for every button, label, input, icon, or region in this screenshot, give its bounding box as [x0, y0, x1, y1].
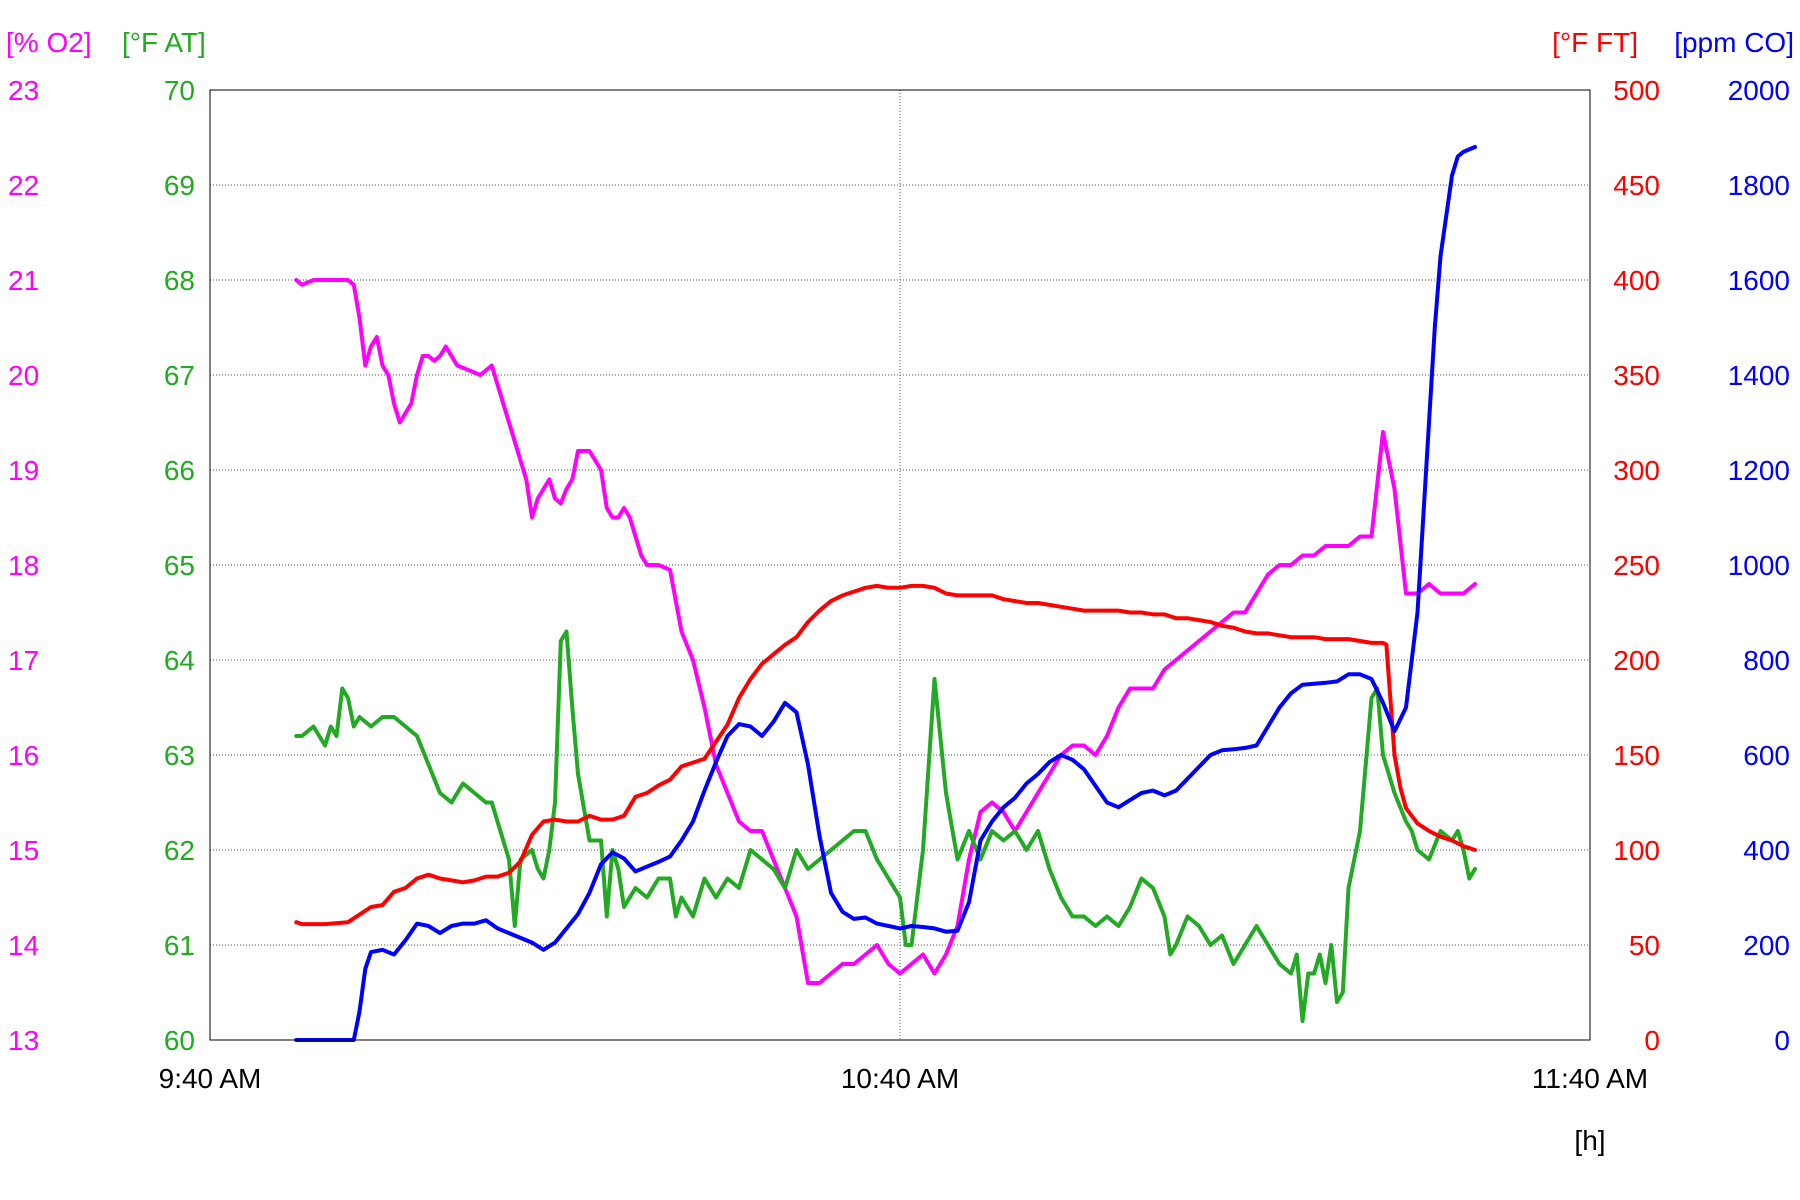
y-axis-label-ft: [°F FT] — [1552, 27, 1638, 58]
y-tick-label-ft: 50 — [1629, 930, 1660, 961]
y-tick-label-ft: 450 — [1613, 170, 1660, 201]
y-tick-label-ft: 500 — [1613, 75, 1660, 106]
y-tick-label-o2: 22 — [8, 170, 39, 201]
y-tick-label-ft: 300 — [1613, 455, 1660, 486]
y-tick-label-ft: 100 — [1613, 835, 1660, 866]
y-tick-label-co: 800 — [1743, 645, 1790, 676]
y-axis-label-o2: [% O2] — [6, 27, 92, 58]
y-tick-label-o2: 15 — [8, 835, 39, 866]
y-tick-label-at: 68 — [164, 265, 195, 296]
y-tick-label-co: 600 — [1743, 740, 1790, 771]
y-tick-label-co: 1000 — [1728, 550, 1790, 581]
y-tick-label-o2: 13 — [8, 1025, 39, 1056]
x-tick-label: 10:40 AM — [841, 1063, 959, 1094]
y-tick-label-co: 1600 — [1728, 265, 1790, 296]
y-tick-label-o2: 19 — [8, 455, 39, 486]
y-tick-label-co: 1400 — [1728, 360, 1790, 391]
y-tick-label-at: 66 — [164, 455, 195, 486]
y-tick-label-at: 69 — [164, 170, 195, 201]
plot-area-border — [209, 89, 1591, 1041]
y-tick-label-ft: 400 — [1613, 265, 1660, 296]
x-axis-tick-labels: 9:40 AM 10:40 AM 11:40 AM — [159, 1063, 1648, 1094]
y-tick-label-o2: 16 — [8, 740, 39, 771]
y-tick-label-ft: 150 — [1613, 740, 1660, 771]
y-tick-label-co: 2000 — [1728, 75, 1790, 106]
y-tick-label-ft: 200 — [1613, 645, 1660, 676]
y-tick-label-co: 1200 — [1728, 455, 1790, 486]
series-line-co — [294, 145, 1477, 1042]
y-tick-label-co: 400 — [1743, 835, 1790, 866]
x-tick-label: 11:40 AM — [1532, 1063, 1648, 1094]
series-line-o2 — [294, 278, 1477, 985]
y-tick-label-co: 1800 — [1728, 170, 1790, 201]
y-tick-label-at: 60 — [164, 1025, 195, 1056]
grid-lines — [210, 90, 1590, 1040]
series-lines — [294, 145, 1477, 1042]
y-tick-label-at: 62 — [164, 835, 195, 866]
y-tick-label-o2: 23 — [8, 75, 39, 106]
y-axis-label-co: [ppm CO] — [1674, 27, 1794, 58]
y-tick-label-co: 200 — [1743, 930, 1790, 961]
y-tick-label-o2: 21 — [8, 265, 39, 296]
y-tick-label-o2: 18 — [8, 550, 39, 581]
y-tick-label-at: 65 — [164, 550, 195, 581]
y-tick-label-at: 70 — [164, 75, 195, 106]
y-tick-label-o2: 20 — [8, 360, 39, 391]
y-axis-unit-labels: [% O2] [°F AT] [°F FT] [ppm CO] — [6, 27, 1794, 58]
y-tick-label-o2: 17 — [8, 645, 39, 676]
y-tick-label-ft: 0 — [1644, 1025, 1660, 1056]
y-tick-label-at: 63 — [164, 740, 195, 771]
x-axis-unit-label: [h] — [1574, 1125, 1605, 1156]
x-tick-label: 9:40 AM — [159, 1063, 262, 1094]
y-axis-tick-labels: 13 14 15 16 17 18 19 20 21 22 23 60 61 62 63 64 65 66 67 68… — [8, 75, 1790, 1056]
y-tick-label-at: 61 — [164, 930, 195, 961]
y-tick-label-ft: 350 — [1613, 360, 1660, 391]
y-tick-label-o2: 14 — [8, 930, 39, 961]
series-line-at — [294, 629, 1477, 1023]
series-line-ft — [294, 583, 1477, 927]
y-axis-label-at: [°F AT] — [122, 27, 206, 58]
y-tick-label-at: 64 — [164, 645, 195, 676]
y-tick-label-ft: 250 — [1613, 550, 1660, 581]
y-tick-label-co: 0 — [1774, 1025, 1790, 1056]
y-tick-label-at: 67 — [164, 360, 195, 391]
